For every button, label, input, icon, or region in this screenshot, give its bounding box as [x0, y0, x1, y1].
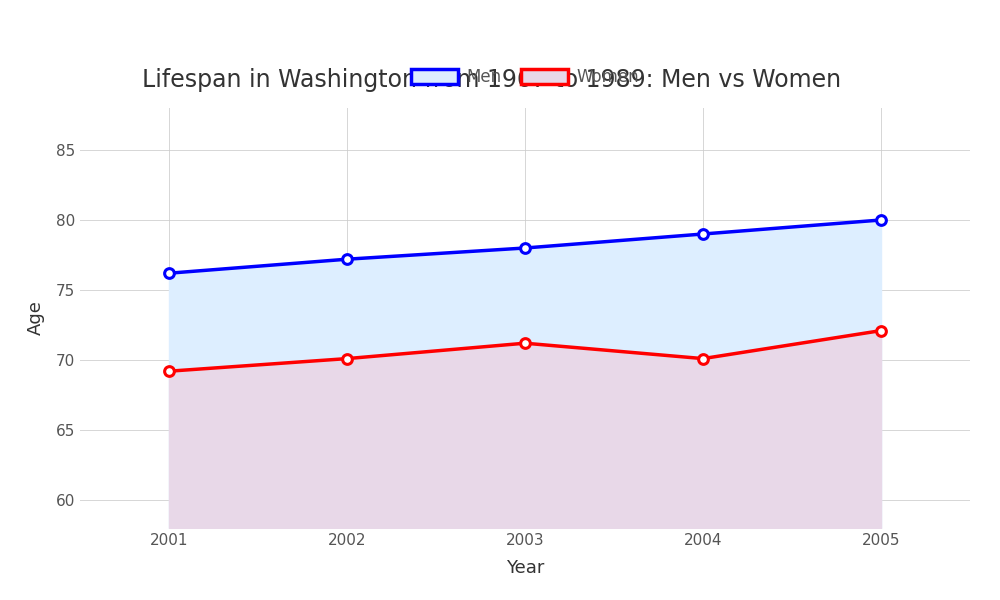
X-axis label: Year: Year: [506, 559, 544, 577]
Text: Lifespan in Washington from 1967 to 1989: Men vs Women: Lifespan in Washington from 1967 to 1989…: [142, 68, 841, 92]
Legend: Men, Women: Men, Women: [404, 62, 646, 93]
Y-axis label: Age: Age: [27, 301, 45, 335]
